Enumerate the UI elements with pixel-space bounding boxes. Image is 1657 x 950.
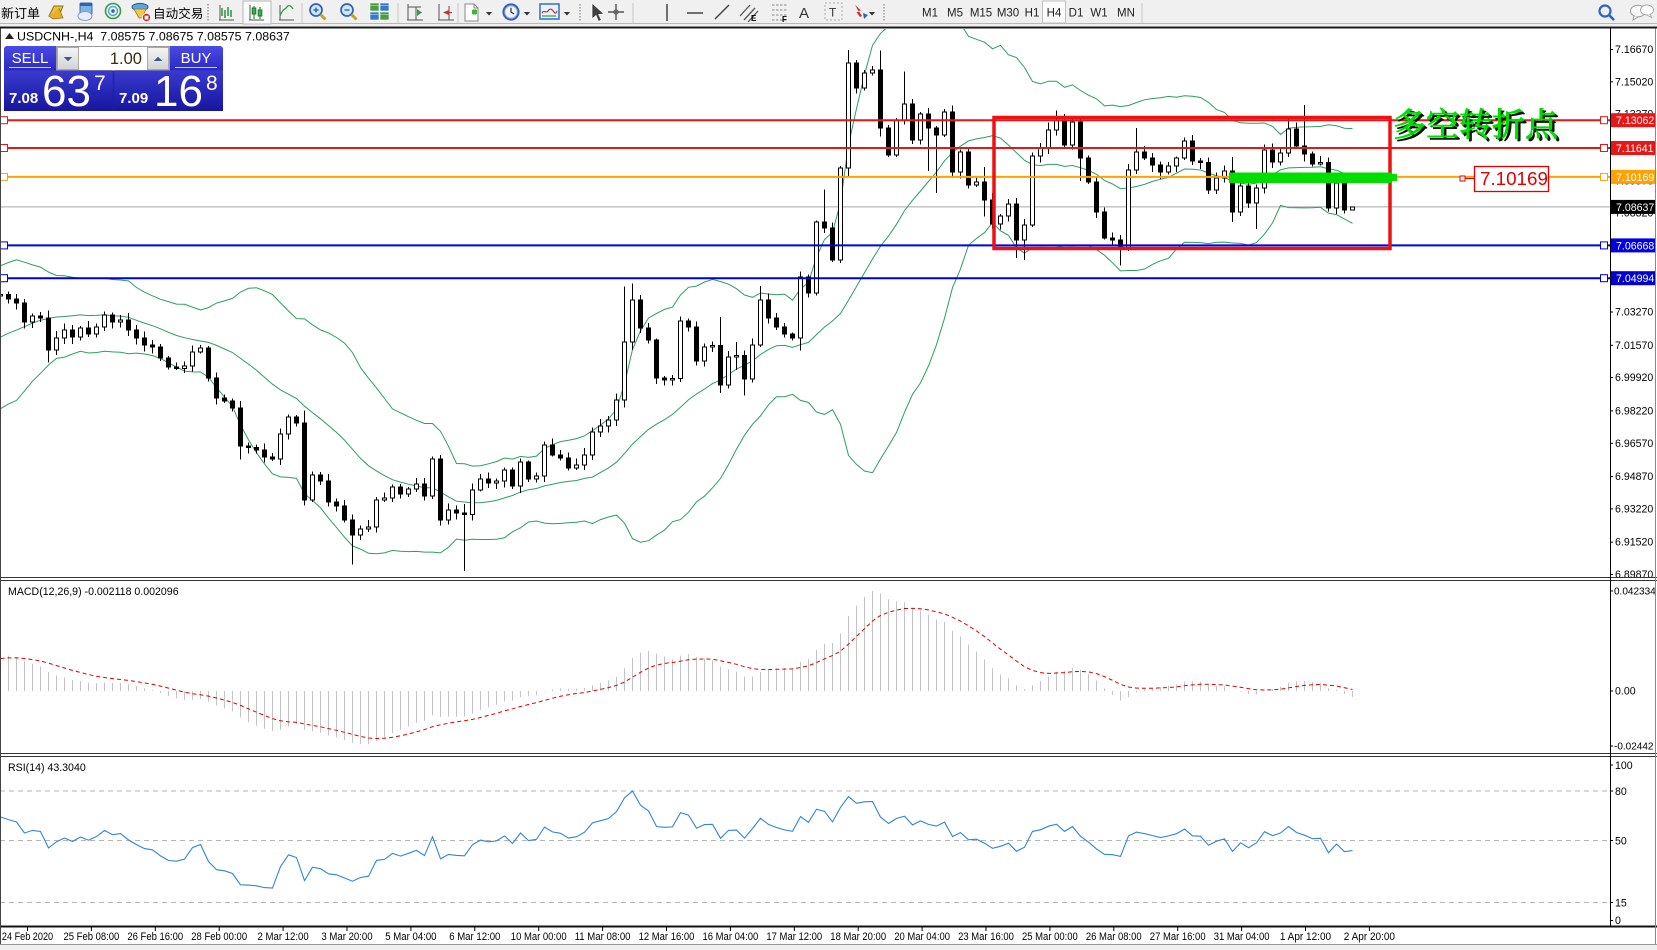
svg-text:16 Mar 04:00: 16 Mar 04:00 — [703, 931, 759, 943]
svg-text:2 Apr 20:00: 2 Apr 20:00 — [1344, 931, 1395, 943]
svg-text:18 Mar 20:00: 18 Mar 20:00 — [830, 931, 886, 943]
svg-text:6.98220: 6.98220 — [1615, 405, 1653, 417]
svg-text:25 Mar 00:00: 25 Mar 00:00 — [1022, 931, 1078, 943]
svg-text:0: 0 — [1615, 915, 1621, 927]
svg-text:7.08637: 7.08637 — [1616, 202, 1654, 214]
svg-text:E: E — [751, 14, 757, 23]
svg-text:28 Feb 00:00: 28 Feb 00:00 — [191, 931, 247, 943]
svg-text:27 Mar 16:00: 27 Mar 16:00 — [1150, 931, 1206, 943]
svg-text:0.042334: 0.042334 — [1614, 587, 1656, 598]
svg-text:100: 100 — [1615, 760, 1633, 772]
svg-text:7.13062: 7.13062 — [1616, 115, 1654, 127]
svg-text:24 Feb 2020: 24 Feb 2020 — [2, 931, 53, 943]
svg-text:5 Mar 04:00: 5 Mar 04:00 — [385, 931, 436, 943]
svg-text:H1: H1 — [1025, 8, 1040, 20]
svg-text:MN: MN — [1117, 8, 1135, 20]
svg-text:23 Mar 16:00: 23 Mar 16:00 — [958, 931, 1014, 943]
svg-text:-0.02442: -0.02442 — [1614, 742, 1654, 753]
svg-text:T: T — [829, 6, 837, 20]
svg-text:W1: W1 — [1090, 8, 1107, 20]
svg-text:BUY: BUY — [181, 50, 212, 67]
svg-text:D1: D1 — [1069, 8, 1084, 20]
svg-text:7.08: 7.08 — [9, 90, 38, 107]
svg-text:7.01570: 7.01570 — [1615, 340, 1653, 352]
svg-text:6.93220: 6.93220 — [1615, 503, 1653, 515]
svg-text:31 Mar 04:00: 31 Mar 04:00 — [1214, 931, 1270, 943]
svg-text:1.00: 1.00 — [110, 50, 142, 68]
svg-text:M15: M15 — [970, 8, 992, 20]
svg-text:7.06668: 7.06668 — [1616, 240, 1654, 252]
svg-text:3 Mar 20:00: 3 Mar 20:00 — [321, 931, 372, 943]
svg-text:25 Feb 08:00: 25 Feb 08:00 — [64, 931, 120, 943]
svg-text:A: A — [799, 5, 809, 22]
svg-text:15: 15 — [1615, 898, 1627, 910]
svg-text:26 Mar 08:00: 26 Mar 08:00 — [1086, 931, 1142, 943]
svg-text:12 Mar 16:00: 12 Mar 16:00 — [639, 931, 695, 943]
svg-text:7.04994: 7.04994 — [1616, 273, 1654, 285]
svg-text:USDCNH-,H4 7.08575 7.08675 7.: USDCNH-,H4 7.08575 7.08675 7.08575 7.086… — [17, 30, 290, 44]
svg-text:11 Mar 08:00: 11 Mar 08:00 — [575, 931, 631, 943]
svg-text:M5: M5 — [947, 8, 963, 20]
svg-text:7.10169: 7.10169 — [1480, 168, 1548, 189]
svg-text:17 Mar 12:00: 17 Mar 12:00 — [766, 931, 822, 943]
svg-text:7.11641: 7.11641 — [1616, 143, 1654, 155]
svg-text:F: F — [782, 15, 787, 24]
svg-text:6.96570: 6.96570 — [1615, 438, 1653, 450]
svg-text:16: 16 — [154, 67, 203, 116]
svg-text:M30: M30 — [997, 8, 1019, 20]
svg-text:7.03270: 7.03270 — [1615, 307, 1653, 319]
svg-text:0.00: 0.00 — [1615, 686, 1636, 698]
svg-text:SELL: SELL — [12, 50, 49, 67]
svg-text:80: 80 — [1615, 786, 1627, 798]
svg-text:RSI(14) 43.3040: RSI(14) 43.3040 — [8, 762, 86, 774]
svg-text:8: 8 — [206, 72, 218, 95]
svg-text:50: 50 — [1615, 836, 1627, 848]
svg-text:6.94870: 6.94870 — [1615, 471, 1653, 483]
svg-text:6.99920: 6.99920 — [1615, 372, 1653, 384]
svg-text:20 Mar 04:00: 20 Mar 04:00 — [894, 931, 950, 943]
svg-text:7.16670: 7.16670 — [1615, 44, 1653, 56]
svg-text:7.15020: 7.15020 — [1615, 76, 1653, 88]
svg-text:6.91520: 6.91520 — [1615, 537, 1653, 549]
svg-text:MACD(12,26,9) -0.002118 0.0020: MACD(12,26,9) -0.002118 0.002096 — [8, 586, 179, 598]
svg-text:1 Apr 12:00: 1 Apr 12:00 — [1280, 931, 1331, 943]
svg-text:7.09: 7.09 — [119, 90, 148, 107]
svg-text:7: 7 — [94, 72, 106, 95]
svg-text:6 Mar 12:00: 6 Mar 12:00 — [449, 931, 500, 943]
svg-text:2 Mar 12:00: 2 Mar 12:00 — [258, 931, 309, 943]
svg-text:10 Mar 00:00: 10 Mar 00:00 — [511, 931, 567, 943]
svg-text:6.89870: 6.89870 — [1615, 569, 1653, 581]
svg-text:M1: M1 — [922, 8, 938, 20]
svg-text:7.10169: 7.10169 — [1616, 172, 1654, 184]
svg-text:26 Feb 16:00: 26 Feb 16:00 — [127, 931, 183, 943]
svg-text:63: 63 — [42, 67, 91, 116]
svg-text:H4: H4 — [1047, 8, 1062, 20]
